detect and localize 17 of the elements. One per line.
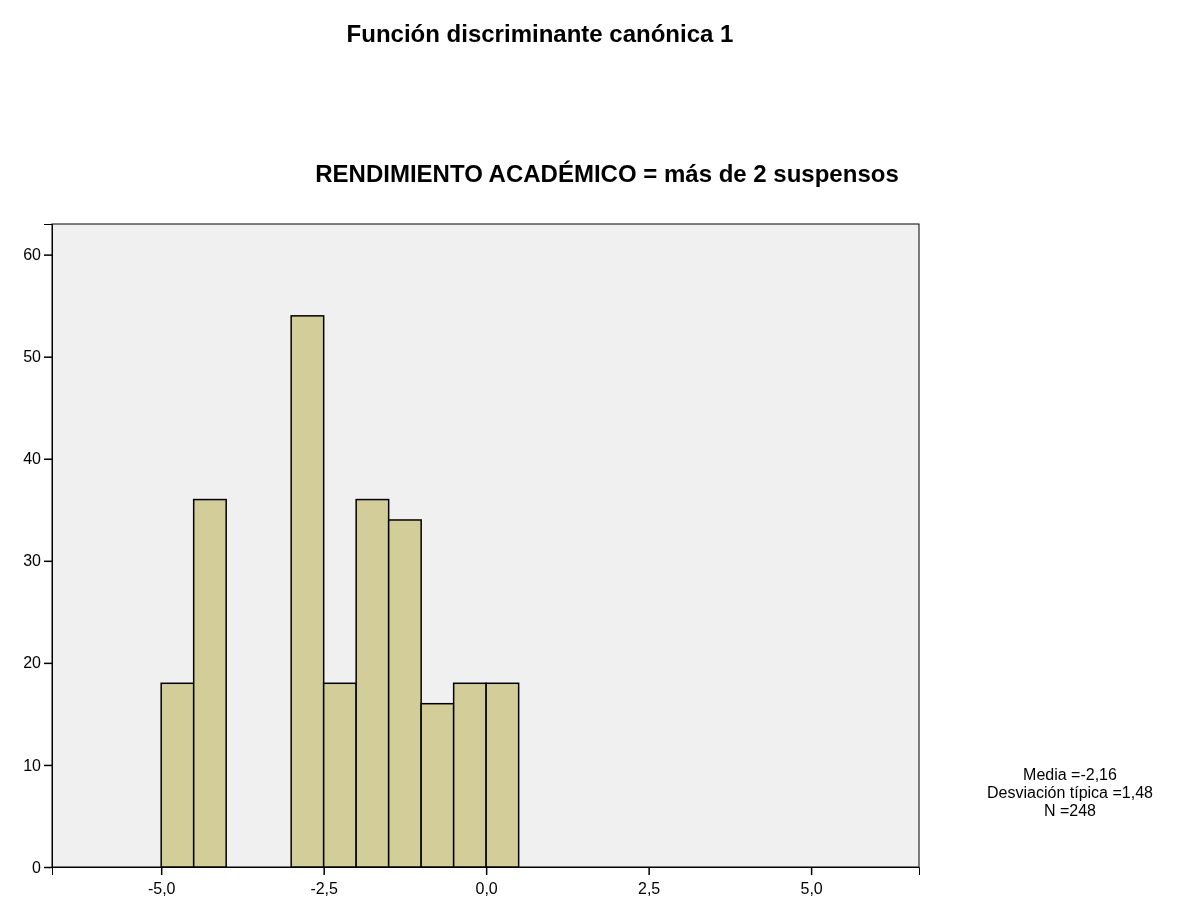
chart-title: Función discriminante canónica 1 xyxy=(346,20,734,47)
y-tick-label: 40 xyxy=(23,450,42,468)
x-tick-label: 2,5 xyxy=(638,880,661,897)
y-tick-label: 30 xyxy=(23,552,42,570)
text: Media =-2,16 xyxy=(1023,766,1118,783)
y-tick-label: 10 xyxy=(23,756,42,774)
text: Desviación típica =1,48 xyxy=(987,784,1154,801)
text: N =248 xyxy=(1043,802,1097,819)
y-tick-label: 60 xyxy=(23,246,42,264)
x-tick-label: 5,0 xyxy=(800,880,823,897)
y-tick-label: 20 xyxy=(23,654,42,672)
x-tick-label: -5,0 xyxy=(147,880,176,897)
y-tick-label: 0 xyxy=(32,858,42,876)
y-tick-label: 50 xyxy=(23,348,42,366)
x-tick-label: -2,5 xyxy=(310,880,339,897)
x-tick-label: 0,0 xyxy=(475,880,498,897)
chart-subtitle: RENDIMIENTO ACADÉMICO = más de 2 suspensos xyxy=(315,160,899,187)
